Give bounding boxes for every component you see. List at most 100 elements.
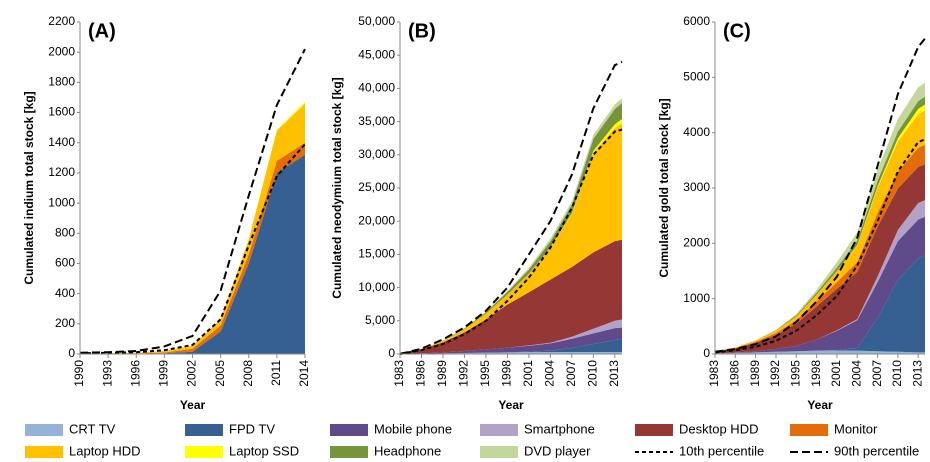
legend-label: Laptop HDD	[69, 443, 141, 458]
y-tick-label: 45,000	[358, 47, 395, 61]
x-tick-label: 1998	[500, 360, 514, 387]
y-tick-label: 20,000	[358, 213, 395, 227]
panel-label: (C)	[723, 20, 751, 42]
y-tick-label: 0	[703, 346, 710, 360]
x-tick-label: 2010	[890, 360, 904, 387]
area	[715, 255, 925, 354]
y-tick-label: 2000	[48, 44, 75, 58]
y-tick-label: 35,000	[358, 114, 395, 128]
legend-label: CRT TV	[69, 421, 116, 436]
y-tick-label: 2000	[683, 236, 710, 250]
x-tick-label: 2004	[849, 360, 863, 387]
x-tick-label: 2001	[829, 360, 843, 387]
y-tick-label: 6000	[683, 14, 710, 28]
x-axis-title: Year	[807, 398, 833, 412]
x-axis-title: Year	[498, 398, 524, 412]
x-tick-label: 1996	[128, 360, 142, 387]
area	[715, 164, 925, 354]
area	[400, 339, 622, 354]
y-tick-label: 50,000	[358, 14, 395, 28]
x-tick-label: 2007	[870, 360, 884, 387]
y-tick-label: 2200	[48, 14, 75, 28]
legend-label: FPD TV	[229, 421, 275, 436]
panel-label: (A)	[88, 20, 116, 42]
area	[715, 82, 925, 352]
area	[400, 319, 622, 354]
x-tick-label: 2014	[297, 360, 311, 387]
legend-label: Laptop SSD	[229, 443, 299, 458]
legend-swatch	[635, 424, 673, 436]
x-tick-label: 2007	[564, 360, 578, 387]
x-tick-label: 1992	[457, 360, 471, 387]
x-tick-label: 1998	[809, 360, 823, 387]
legend-swatch	[25, 424, 63, 436]
x-axis-title: Year	[180, 398, 206, 412]
legend-label: 10th percentile	[679, 443, 764, 458]
y-tick-label: 0	[388, 346, 395, 360]
area	[400, 239, 622, 354]
percentile-line	[714, 37, 926, 353]
area	[80, 154, 305, 354]
x-tick-label: 2010	[586, 360, 600, 387]
y-axis-title: Cumulated indium total stock [kg]	[22, 91, 36, 284]
legend-swatch	[185, 424, 223, 436]
x-tick-label: 1999	[157, 360, 171, 387]
y-tick-label: 4000	[683, 125, 710, 139]
percentile-line	[79, 48, 306, 354]
x-tick-label: 1990	[72, 360, 86, 387]
y-axis-title: Cumulated gold total stock [kg]	[657, 98, 671, 277]
percentile-line	[714, 138, 926, 354]
y-tick-label: 1000	[683, 291, 710, 305]
x-tick-label: 1983	[707, 360, 721, 387]
legend-swatch	[330, 424, 368, 436]
legend-label: DVD player	[524, 443, 591, 458]
x-tick-label: 1986	[727, 360, 741, 387]
x-tick-label: 1983	[392, 360, 406, 387]
area	[80, 103, 305, 354]
panel: 0 1000 2000 3000 4000 5000 6000 1983 1986 1989 199…	[657, 14, 926, 412]
legend-label: Monitor	[834, 421, 878, 436]
area	[715, 144, 925, 352]
x-tick-label: 2001	[521, 360, 535, 387]
y-tick-label: 800	[55, 225, 75, 239]
legend-label: Smartphone	[524, 421, 595, 436]
x-tick-label: 1995	[788, 360, 802, 387]
y-tick-label: 40,000	[358, 81, 395, 95]
legend-label: Headphone	[374, 443, 441, 458]
area	[80, 142, 305, 354]
y-tick-label: 1400	[48, 135, 75, 149]
x-tick-label: 1989	[435, 360, 449, 387]
y-tick-label: 1800	[48, 75, 75, 89]
area	[715, 110, 925, 352]
area	[715, 350, 925, 354]
y-tick-label: 1200	[48, 165, 75, 179]
x-tick-label: 1995	[478, 360, 492, 387]
x-tick-label: 1993	[100, 360, 114, 387]
y-tick-label: 600	[55, 256, 75, 270]
legend-label: 90th percentile	[834, 443, 919, 458]
y-tick-label: 1600	[48, 105, 75, 119]
y-tick-label: 200	[55, 316, 75, 330]
y-tick-label: 5000	[683, 70, 710, 84]
area	[715, 216, 925, 354]
x-tick-label: 2004	[543, 360, 557, 387]
x-tick-label: 1989	[748, 360, 762, 387]
legend-swatch	[185, 446, 223, 458]
panel: 0 5,000 10,000 15,000 20,000 25,000 30,000 35,0…	[330, 14, 623, 412]
panel-label: (B)	[408, 20, 436, 42]
x-tick-label: 1986	[414, 360, 428, 387]
legend-swatch	[790, 424, 828, 436]
y-tick-label: 10,000	[358, 280, 395, 294]
legend-swatch	[480, 424, 518, 436]
area	[400, 327, 622, 354]
y-tick-label: 30,000	[358, 147, 395, 161]
x-tick-label: 2013	[607, 360, 621, 387]
y-tick-label: 3000	[683, 180, 710, 194]
y-tick-label: 1000	[48, 195, 75, 209]
panel: 0 200 400 600 800 1000 1200 1400 1600 1800 2000 220…	[22, 14, 311, 412]
legend-swatch	[480, 446, 518, 458]
x-tick-label: 2013	[910, 360, 924, 387]
legend-swatch	[25, 446, 63, 458]
y-tick-label: 25,000	[358, 180, 395, 194]
